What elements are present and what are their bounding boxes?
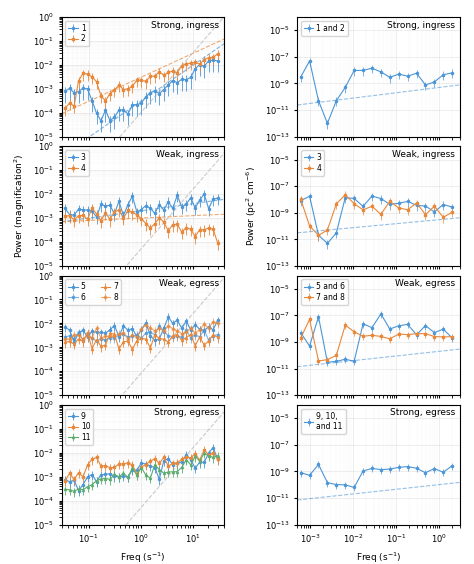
Text: Strong, egress: Strong, egress [154, 408, 219, 417]
Text: Weak, ingress: Weak, ingress [156, 150, 219, 159]
Y-axis label: Power (magnification$^2$): Power (magnification$^2$) [13, 154, 27, 258]
Y-axis label: Power (pc$^2$ cm$^{-6}$): Power (pc$^2$ cm$^{-6}$) [245, 166, 259, 246]
Text: Weak, ingress: Weak, ingress [392, 150, 455, 159]
Text: Weak, egress: Weak, egress [159, 279, 219, 288]
Text: Weak, egress: Weak, egress [395, 279, 455, 288]
Legend: 5, 6, 7, 8: 5, 6, 7, 8 [65, 279, 121, 305]
Legend: 3, 4: 3, 4 [65, 150, 89, 175]
Legend: 1 and 2: 1 and 2 [301, 21, 348, 36]
Text: Strong, ingress: Strong, ingress [387, 20, 455, 29]
Legend: 9, 10, 11: 9, 10, 11 [65, 409, 93, 445]
Text: Strong, ingress: Strong, ingress [151, 20, 219, 29]
Text: Strong, egress: Strong, egress [390, 408, 455, 417]
Legend: 3, 4: 3, 4 [301, 150, 324, 175]
Legend: 9, 10,
and 11: 9, 10, and 11 [301, 409, 346, 434]
Legend: 1, 2: 1, 2 [65, 21, 89, 46]
X-axis label: Freq (s$^{-1}$): Freq (s$^{-1}$) [120, 550, 165, 564]
Legend: 5 and 6, 7 and 8: 5 and 6, 7 and 8 [301, 279, 348, 305]
X-axis label: Freq (s$^{-1}$): Freq (s$^{-1}$) [356, 550, 401, 564]
